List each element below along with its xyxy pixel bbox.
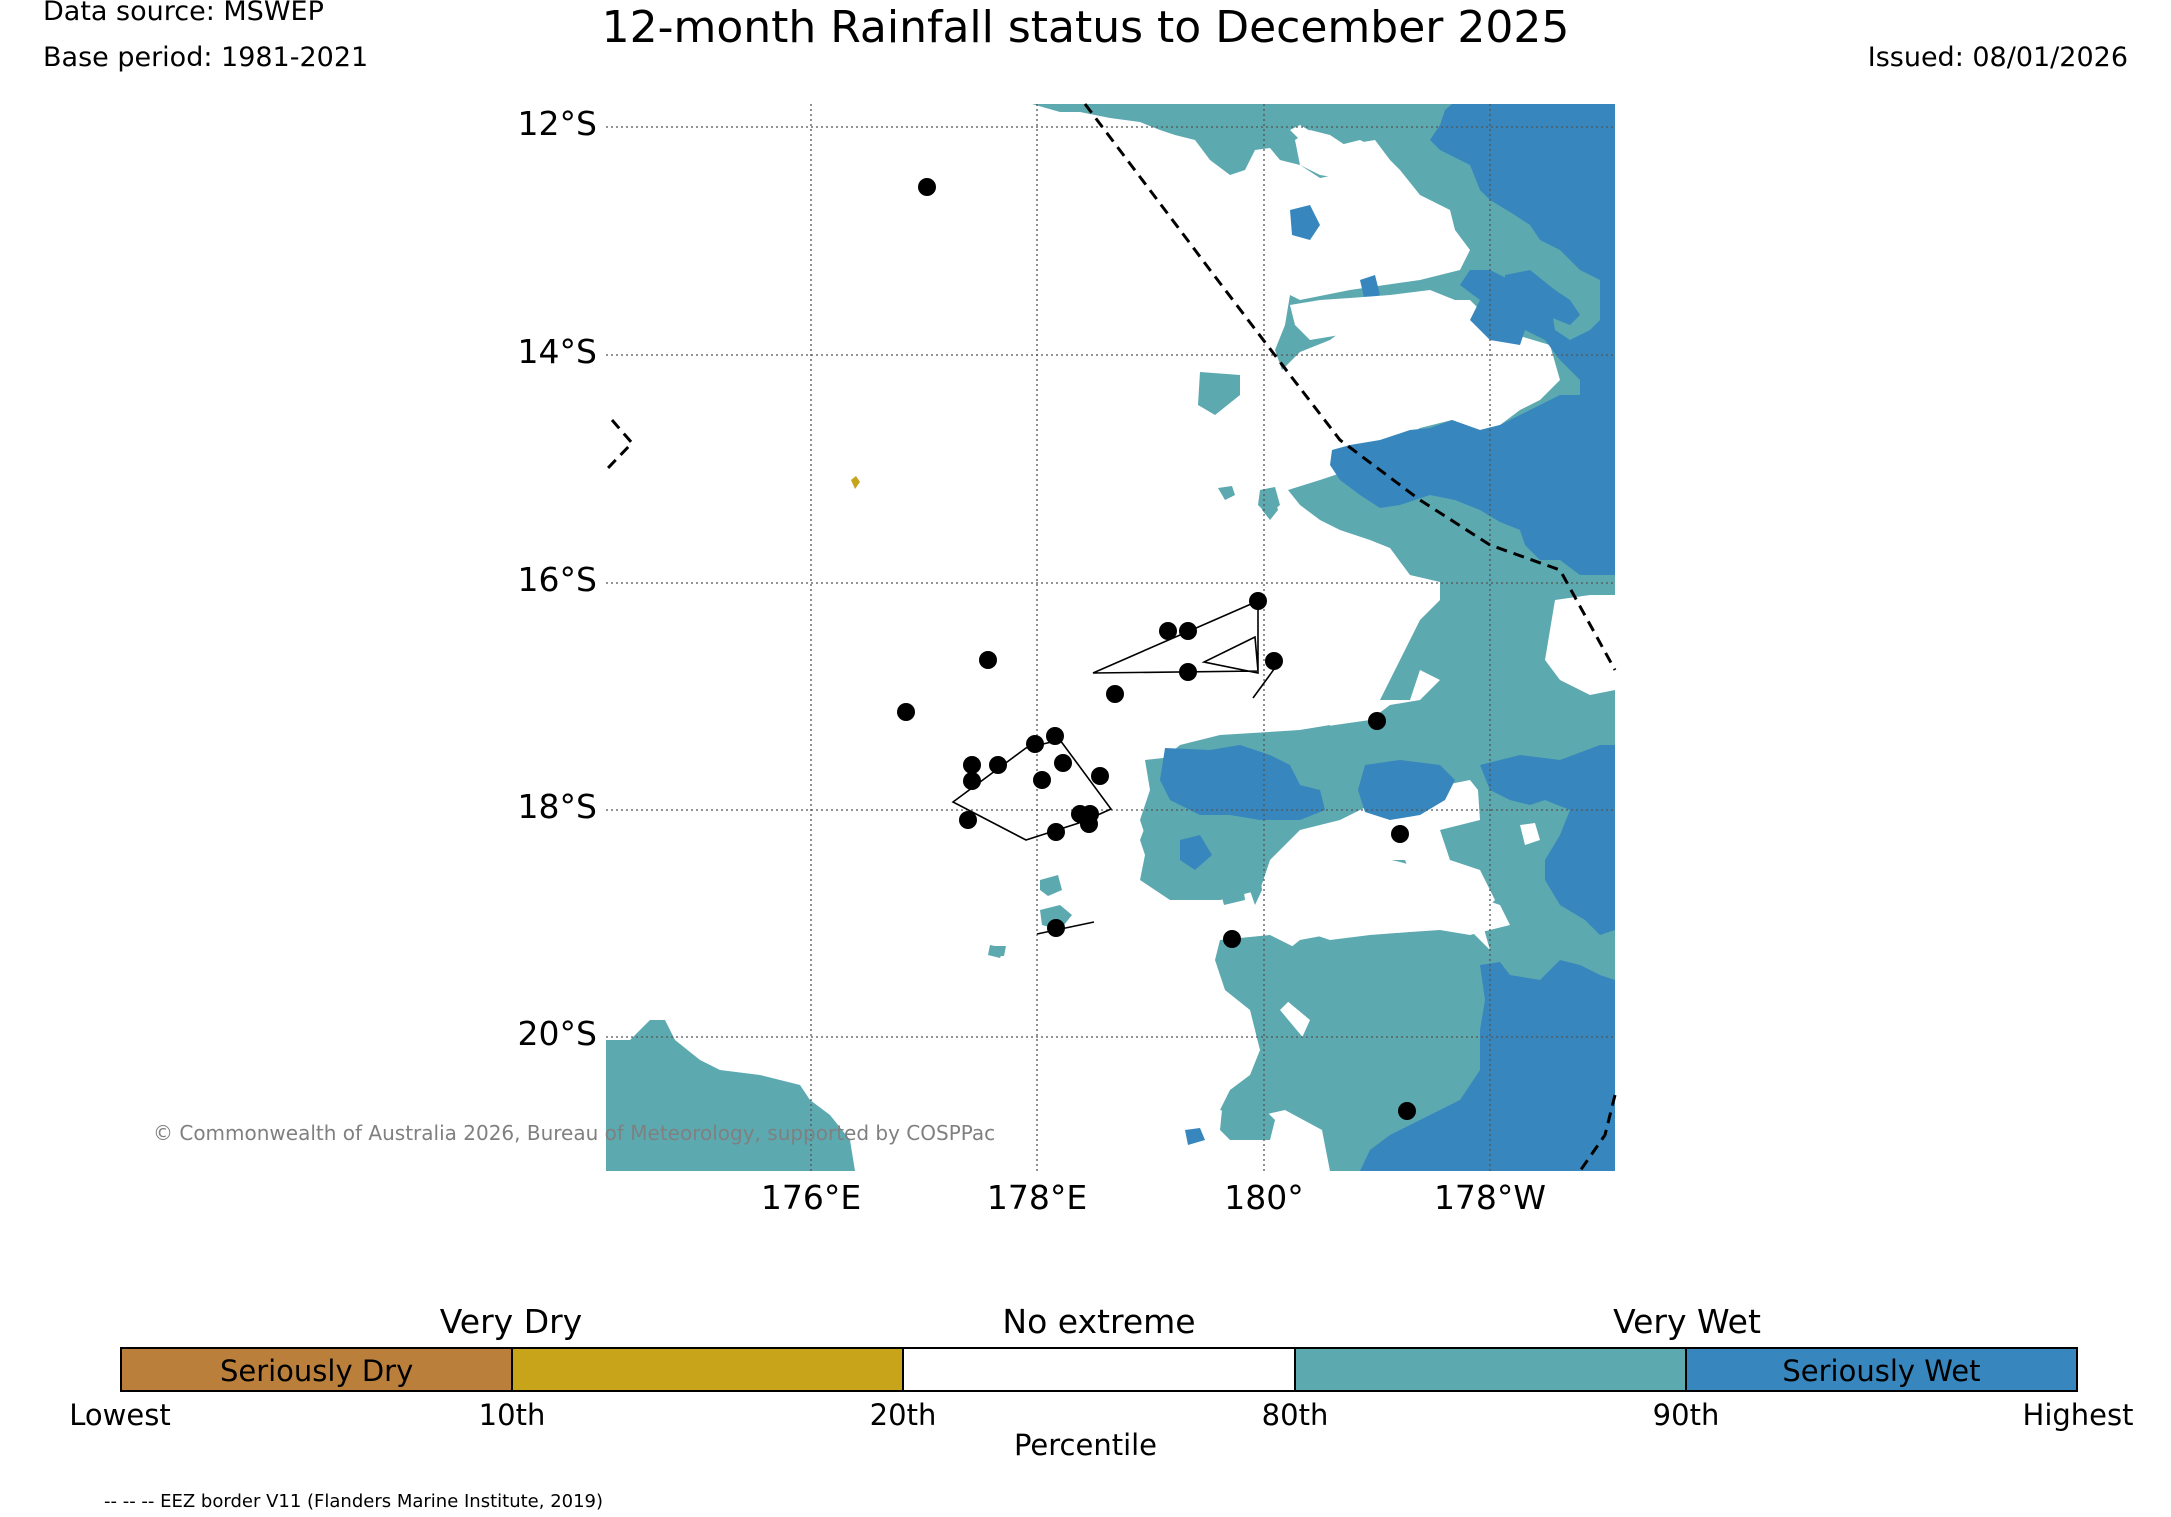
station-dot xyxy=(1054,754,1072,772)
lat-label: 18°S xyxy=(517,787,597,826)
station-dot xyxy=(1179,663,1197,681)
seriously-wet-region xyxy=(1358,760,1455,820)
no-extreme-region xyxy=(1545,595,1615,695)
very-wet-region xyxy=(1198,372,1240,415)
no-extreme-region xyxy=(1290,290,1455,340)
station-dot xyxy=(1033,771,1051,789)
legend-segment-very-wet xyxy=(1293,1349,1685,1390)
very-wet-patch xyxy=(1218,486,1235,500)
very-wet-patch xyxy=(1262,488,1278,520)
lat-label: 12°S xyxy=(517,104,597,143)
no-extreme-region xyxy=(1520,823,1540,845)
data-source-label: Data source: MSWEP xyxy=(43,0,324,27)
island-outline xyxy=(951,739,1113,841)
seriously-wet-region xyxy=(1505,270,1580,325)
very-wet-region xyxy=(1215,935,1320,1118)
very-wet-patch xyxy=(1040,875,1062,896)
no-extreme-region xyxy=(1285,855,1510,940)
lat-label: 14°S xyxy=(517,332,597,371)
legend-tick: 80th xyxy=(1261,1398,1329,1432)
eez-border-line xyxy=(606,419,635,470)
issued-date-label: Issued: 08/01/2026 xyxy=(1867,42,2128,73)
lon-label: 180° xyxy=(1224,1178,1304,1217)
color-legend-bar: Seriously Dry Seriously Wet xyxy=(120,1347,2078,1392)
station-dot xyxy=(918,178,936,196)
island-outline xyxy=(1092,599,1259,674)
station-dot xyxy=(1159,622,1177,640)
station-dot xyxy=(963,772,981,790)
station-dot xyxy=(1047,919,1065,937)
very-wet-region xyxy=(606,1020,855,1171)
station-dot xyxy=(1179,622,1197,640)
station-dot xyxy=(1398,1102,1416,1120)
station-dot xyxy=(979,651,997,669)
legend-tick: 10th xyxy=(478,1398,546,1432)
station-dot xyxy=(1080,815,1098,833)
seriously-wet-region xyxy=(1585,150,1615,215)
seriously-wet-region xyxy=(1360,960,1615,1171)
lon-label: 176°E xyxy=(760,1178,862,1217)
lon-label: 178°W xyxy=(1433,1178,1547,1217)
station-dot xyxy=(963,756,981,774)
legend-category-no-extreme: No extreme xyxy=(1002,1302,1196,1341)
legend-tick: Lowest xyxy=(69,1398,171,1432)
seriously-wet-region xyxy=(1360,275,1380,302)
station-dot xyxy=(1265,652,1283,670)
lat-label: 20°S xyxy=(517,1014,597,1053)
seriously-wet-region xyxy=(1160,745,1325,820)
base-period-label: Base period: 1981-2021 xyxy=(43,42,369,73)
legend-tick: Highest xyxy=(2022,1398,2134,1432)
island-outline xyxy=(1036,921,1095,935)
station-dot xyxy=(1368,712,1386,730)
very-wet-patch xyxy=(1220,885,1245,905)
lon-label: 178°E xyxy=(986,1178,1088,1217)
station-dot xyxy=(1047,823,1065,841)
legend-segment-seriously-dry: Seriously Dry xyxy=(122,1349,512,1390)
station-dot xyxy=(1223,930,1241,948)
legend-segment-label: Seriously Wet xyxy=(1782,1354,1981,1388)
station-dot xyxy=(1091,767,1109,785)
seriously-wet-region xyxy=(1480,745,1615,935)
legend-axis-label: Percentile xyxy=(1013,1428,1158,1462)
very-wet-region xyxy=(1040,905,1072,930)
station-dot xyxy=(897,703,915,721)
no-extreme-region xyxy=(1290,125,1312,140)
station-dot xyxy=(959,811,977,829)
eez-border xyxy=(606,103,1617,1172)
very-wet-region xyxy=(1220,1105,1275,1140)
seriously-wet-region xyxy=(1290,205,1320,240)
legend-segment-very-dry xyxy=(511,1349,903,1390)
eez-border-line xyxy=(1578,1094,1617,1172)
station-dot xyxy=(1391,825,1409,843)
lat-label: 16°S xyxy=(517,560,597,599)
station-dot xyxy=(1046,727,1064,745)
seriously-wet-region xyxy=(1185,1128,1205,1145)
station-dot xyxy=(1106,685,1124,703)
legend-category-very-wet: Very Wet xyxy=(1613,1302,1761,1341)
eez-footnote: -- -- -- EEZ border V11 (Flanders Marine… xyxy=(104,1491,604,1512)
legend-tick: 90th xyxy=(1652,1398,1720,1432)
copyright-notice: © Commonwealth of Australia 2026, Bureau… xyxy=(153,1121,996,1145)
map-title: 12-month Rainfall status to December 202… xyxy=(601,2,1570,53)
legend-category-very-dry: Very Dry xyxy=(439,1302,583,1341)
eez-border-line xyxy=(1083,103,1617,671)
graticule xyxy=(606,104,1615,1171)
rainfall-regions xyxy=(606,104,1615,1171)
seriously-wet-region xyxy=(1538,200,1590,250)
station-dot xyxy=(1249,592,1267,610)
legend-segment-seriously-wet: Seriously Wet xyxy=(1684,1349,2077,1390)
legend-segment-no-extreme xyxy=(902,1349,1294,1390)
very-wet-patch xyxy=(993,946,1006,956)
stations xyxy=(897,178,1416,1120)
very-dry-patch xyxy=(851,476,860,489)
very-wet-patch xyxy=(1248,858,1262,905)
station-dot xyxy=(1026,735,1044,753)
legend-tick: 20th xyxy=(869,1398,937,1432)
rainfall-map xyxy=(606,103,1617,1172)
legend-segment-label: Seriously Dry xyxy=(219,1354,414,1388)
no-extreme-region xyxy=(1295,130,1390,180)
station-dot xyxy=(989,756,1007,774)
seriously-wet-region xyxy=(1180,835,1212,870)
